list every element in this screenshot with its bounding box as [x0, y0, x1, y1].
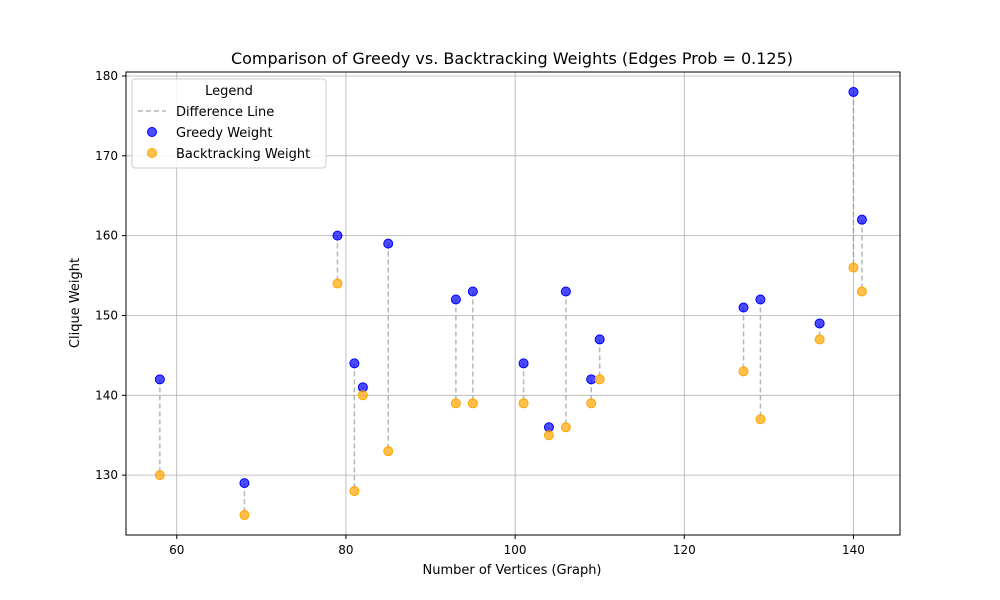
backtracking-weight-point	[518, 398, 529, 409]
greedy-weight-point	[738, 302, 749, 313]
y-tick-label: 150	[95, 308, 118, 322]
backtracking-weight-point	[467, 398, 478, 409]
y-tick-label: 140	[95, 388, 118, 402]
backtracking-weight-point	[814, 334, 825, 345]
greedy-weight-point	[848, 86, 859, 97]
greedy-weight-point	[239, 478, 250, 489]
legend-entry-backtracking: Backtracking Weight	[176, 147, 310, 162]
x-tick-label: 60	[169, 543, 184, 557]
difference-lines	[159, 91, 863, 516]
greedy-weight-point	[586, 374, 597, 385]
x-tick-label: 140	[842, 543, 865, 557]
chart-title: Comparison of Greedy vs. Backtracking We…	[231, 49, 793, 68]
legend: Legend Difference Line Greedy Weight Bac…	[131, 78, 327, 169]
legend-entry-greedy: Greedy Weight	[176, 126, 273, 141]
x-tick-label: 100	[504, 543, 527, 557]
backtracking-weight-point	[349, 486, 360, 497]
backtracking-weight-point	[594, 374, 605, 385]
y-axis-label: Clique Weight	[68, 258, 83, 348]
legend-title: Legend	[205, 84, 253, 99]
backtracking-weight-point	[154, 470, 165, 481]
backtracking-weight-point	[332, 278, 343, 289]
greedy-weight-point	[450, 294, 461, 305]
backtracking-weight-point	[239, 510, 250, 521]
data-points	[154, 86, 867, 521]
plot-frame	[125, 71, 901, 536]
greedy-weight-point	[154, 374, 165, 385]
backtracking-weight-point	[755, 414, 766, 425]
backtracking-weight-point	[543, 430, 554, 441]
backtracking-weight-point	[586, 398, 597, 409]
greedy-weight-point	[518, 358, 529, 369]
y-tick-label: 180	[95, 69, 118, 83]
greedy-weight-point	[814, 318, 825, 329]
greedy-weight-point	[383, 238, 394, 249]
x-tick-label: 120	[673, 543, 696, 557]
greedy-weight-point	[332, 230, 343, 241]
legend-box	[131, 78, 327, 169]
axis-ticks: 60 80 100 120 140 130 140 150 160 170 180	[95, 69, 865, 557]
legend-entry-difference-line: Difference Line	[176, 105, 274, 120]
legend-backtracking-swatch	[147, 148, 157, 158]
y-tick-label: 160	[95, 229, 118, 243]
backtracking-weight-point	[357, 390, 368, 401]
greedy-weight-point	[349, 358, 360, 369]
backtracking-weight-point	[560, 422, 571, 433]
greedy-weight-point	[594, 334, 605, 345]
x-tick-label: 80	[338, 543, 353, 557]
y-tick-label: 130	[95, 468, 118, 482]
backtracking-weight-point	[848, 262, 859, 273]
x-axis-label: Number of Vertices (Graph)	[422, 563, 601, 578]
backtracking-weight-point	[856, 286, 867, 297]
greedy-weight-point	[560, 286, 571, 297]
backtracking-weight-point	[383, 446, 394, 457]
y-tick-label: 170	[95, 149, 118, 163]
greedy-weight-point	[755, 294, 766, 305]
grid	[126, 72, 900, 535]
backtracking-weight-point	[450, 398, 461, 409]
greedy-weight-point	[856, 214, 867, 225]
greedy-weight-point	[467, 286, 478, 297]
backtracking-weight-point	[738, 366, 749, 377]
legend-greedy-swatch	[147, 127, 157, 137]
